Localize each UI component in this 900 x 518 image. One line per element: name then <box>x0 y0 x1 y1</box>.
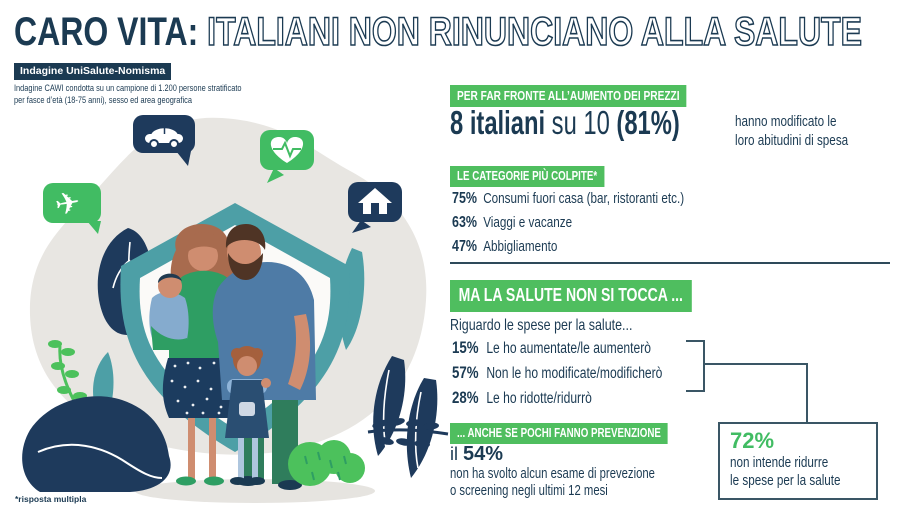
category-row: 47% Abbigliamento <box>452 238 684 262</box>
prevention-stat-prefix: il <box>450 444 463 464</box>
title-outline: ITALIANI NON RINUNCIANO ALLA SALUTE <box>207 9 863 55</box>
prevention-line2: o screening negli ultimi 12 mesi <box>450 483 608 499</box>
car-icon <box>145 128 183 149</box>
health-row: 57% Non le ho modificate/modificherò <box>452 363 662 388</box>
prices-badge: PER FAR FRONTE ALL’AUMENTO DEI PREZZI <box>450 85 687 107</box>
category-label: Consumi fuori casa (bar, ristoranti etc.… <box>483 190 685 207</box>
category-row: 63% Viaggi e vacanze <box>452 214 684 238</box>
source-desc-line2: per fasce d’età (18-75 anni), sesso ed a… <box>14 94 192 106</box>
categories-list: 75% Consumi fuori casa (bar, ristoranti e… <box>452 190 750 262</box>
health-label: Le ho ridotte/ridurrò <box>486 390 592 407</box>
category-label: Abbigliamento <box>483 238 558 255</box>
health-callout-box: 72% non intende ridurre le spese per la … <box>718 422 878 500</box>
health-pct: 28% <box>452 388 479 407</box>
category-pct: 75% <box>452 190 477 207</box>
health-list: 15% Le ho aumentate/le aumenterò 57% Non l… <box>452 338 722 413</box>
health-badge: MA LA SALUTE NON SI TOCCA ... <box>450 280 692 312</box>
page-title: CARO VITA: ITALIANI NON RINUNCIANO ALLA … <box>14 9 863 55</box>
prevention-line1: non ha svolto alcun esame di prevezione <box>450 466 655 482</box>
heart-pulse-icon <box>270 137 304 163</box>
title-prefix: CARO VITA: <box>14 10 208 54</box>
prevention-text: non ha svolto alcun esame di prevezione … <box>450 466 655 500</box>
stat-bold-pct: (81%) <box>616 104 680 141</box>
family <box>149 224 316 490</box>
callout-pct: 72% <box>730 428 775 453</box>
health-pct: 15% <box>452 338 479 357</box>
health-pct: 57% <box>452 363 479 382</box>
car-speech-bubble <box>133 115 195 166</box>
source-desc-line1: Indagine CAWI condotta su un campione di… <box>14 83 242 94</box>
prices-side-text: hanno modificato le loro abitudini di sp… <box>735 113 848 150</box>
baby-figure <box>149 273 189 350</box>
category-pct: 63% <box>452 214 477 231</box>
prevention-stat-pct: 54% <box>463 443 504 465</box>
category-label: Viaggi e vacanze <box>483 214 573 231</box>
airplane-icon: ✈ <box>52 185 83 224</box>
source-description: Indagine CAWI condotta su un campione di… <box>14 83 242 106</box>
footnote: *risposta multipla <box>15 494 87 504</box>
prices-stat: 8 italiani su 10 (81%) <box>450 104 680 142</box>
stat-bold-italians: 8 italiani <box>450 104 546 141</box>
section-divider <box>450 262 890 264</box>
health-row: 28% Le ho ridotte/ridurrò <box>452 388 662 413</box>
prevention-badge: ... ANCHE SE POCHI FANNO PREVENZIONE <box>450 423 668 444</box>
man-figure <box>212 224 316 490</box>
prevention-stat: il 54% <box>450 443 503 466</box>
category-row: 75% Consumi fuori casa (bar, ristoranti e… <box>452 190 684 214</box>
categories-badge: LE CATEGORIE PIÙ COLPITE* <box>450 166 605 187</box>
family-shield-illustration: ✈ <box>22 115 449 503</box>
travel-speech-bubble: ✈ <box>43 183 101 234</box>
side-line2: loro abitudini di spesa <box>735 131 849 149</box>
side-line1: hanno modificato le <box>735 113 837 130</box>
callout-line2: le spese per la salute <box>730 472 841 489</box>
health-row: 15% Le ho aumentate/le aumenterò <box>452 338 662 363</box>
health-intro: Riguardo le spese per la salute... <box>450 317 633 334</box>
girl-figure <box>225 346 271 485</box>
house-icon <box>358 188 392 214</box>
front-plants <box>22 340 449 492</box>
stat-mid: su 10 <box>545 104 617 141</box>
health-label: Non le ho modificate/modificherò <box>486 365 663 382</box>
health-speech-bubble <box>260 130 314 183</box>
callout-line1: non intende ridurre <box>730 454 829 471</box>
home-speech-bubble <box>348 182 402 233</box>
bracket-connector <box>686 340 808 424</box>
source-badge: Indagine UniSalute-Nomisma <box>14 63 172 80</box>
category-pct: 47% <box>452 238 477 255</box>
health-label: Le ho aumentate/le aumenterò <box>486 340 651 357</box>
